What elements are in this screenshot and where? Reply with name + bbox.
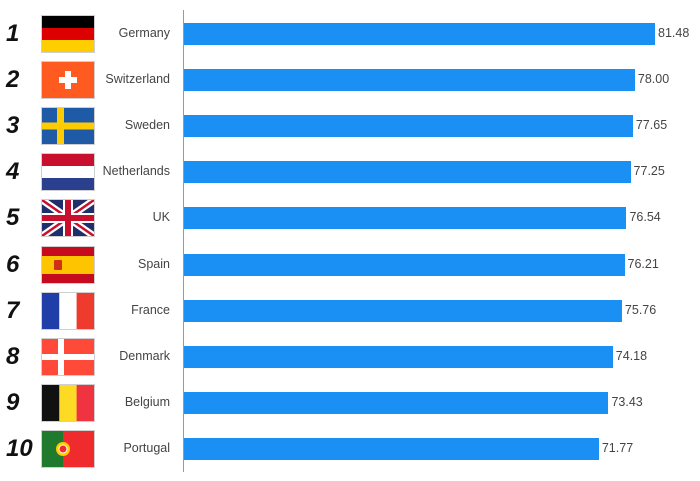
france-flag xyxy=(42,292,94,329)
value-label: 75.76 xyxy=(624,302,657,317)
value-label: 73.43 xyxy=(611,394,643,409)
category-label: France xyxy=(131,302,170,317)
value-label: 74.18 xyxy=(615,348,648,363)
y-axis-line xyxy=(183,10,184,472)
bar-france xyxy=(184,299,622,322)
switzerland-flag xyxy=(42,62,94,99)
germany-flag xyxy=(42,16,94,52)
rank-label: 6 xyxy=(6,250,20,278)
rank-label: 8 xyxy=(6,342,20,370)
bar-netherlands xyxy=(184,161,631,184)
bar-portugal xyxy=(184,437,599,460)
rank-label: 10 xyxy=(6,434,33,462)
category-label: UK xyxy=(152,210,170,225)
uk-flag xyxy=(42,200,94,237)
sweden-flag xyxy=(42,108,94,145)
belgium-flag xyxy=(42,384,94,421)
bar-uk xyxy=(184,207,627,230)
bar-belgium xyxy=(184,391,609,414)
category-label: Germany xyxy=(118,26,170,40)
rank-label: 5 xyxy=(6,204,20,232)
value-label: 71.77 xyxy=(601,440,634,455)
category-label: Switzerland xyxy=(105,72,170,87)
rank-label: 4 xyxy=(6,158,20,186)
rank-label: 3 xyxy=(6,112,20,140)
spain-flag xyxy=(42,246,94,283)
netherlands-flag xyxy=(42,154,94,191)
value-label: 81.48 xyxy=(658,26,690,40)
denmark-flag xyxy=(42,338,94,375)
value-label: 77.25 xyxy=(633,164,665,179)
bar-spain xyxy=(184,253,625,276)
rank-label: 1 xyxy=(6,20,20,47)
bar-sweden xyxy=(184,115,633,138)
category-label: Spain xyxy=(138,256,170,271)
value-label: 77.65 xyxy=(635,118,668,133)
category-label: Portugal xyxy=(123,440,170,455)
bar-germany xyxy=(184,23,655,45)
rank-label: 9 xyxy=(6,388,20,416)
category-label: Netherlands xyxy=(102,164,170,179)
bar-switzerland xyxy=(184,69,635,92)
category-label: Denmark xyxy=(119,348,170,363)
value-label: 78.00 xyxy=(637,72,670,87)
category-label: Belgium xyxy=(124,394,170,409)
rank-label: 7 xyxy=(6,296,20,324)
bar-denmark xyxy=(184,345,613,368)
value-label: 76.21 xyxy=(627,256,659,271)
category-label: Sweden xyxy=(124,118,170,133)
value-label: 76.54 xyxy=(629,210,661,225)
portugal-flag xyxy=(42,430,94,467)
rank-label: 2 xyxy=(6,66,20,94)
